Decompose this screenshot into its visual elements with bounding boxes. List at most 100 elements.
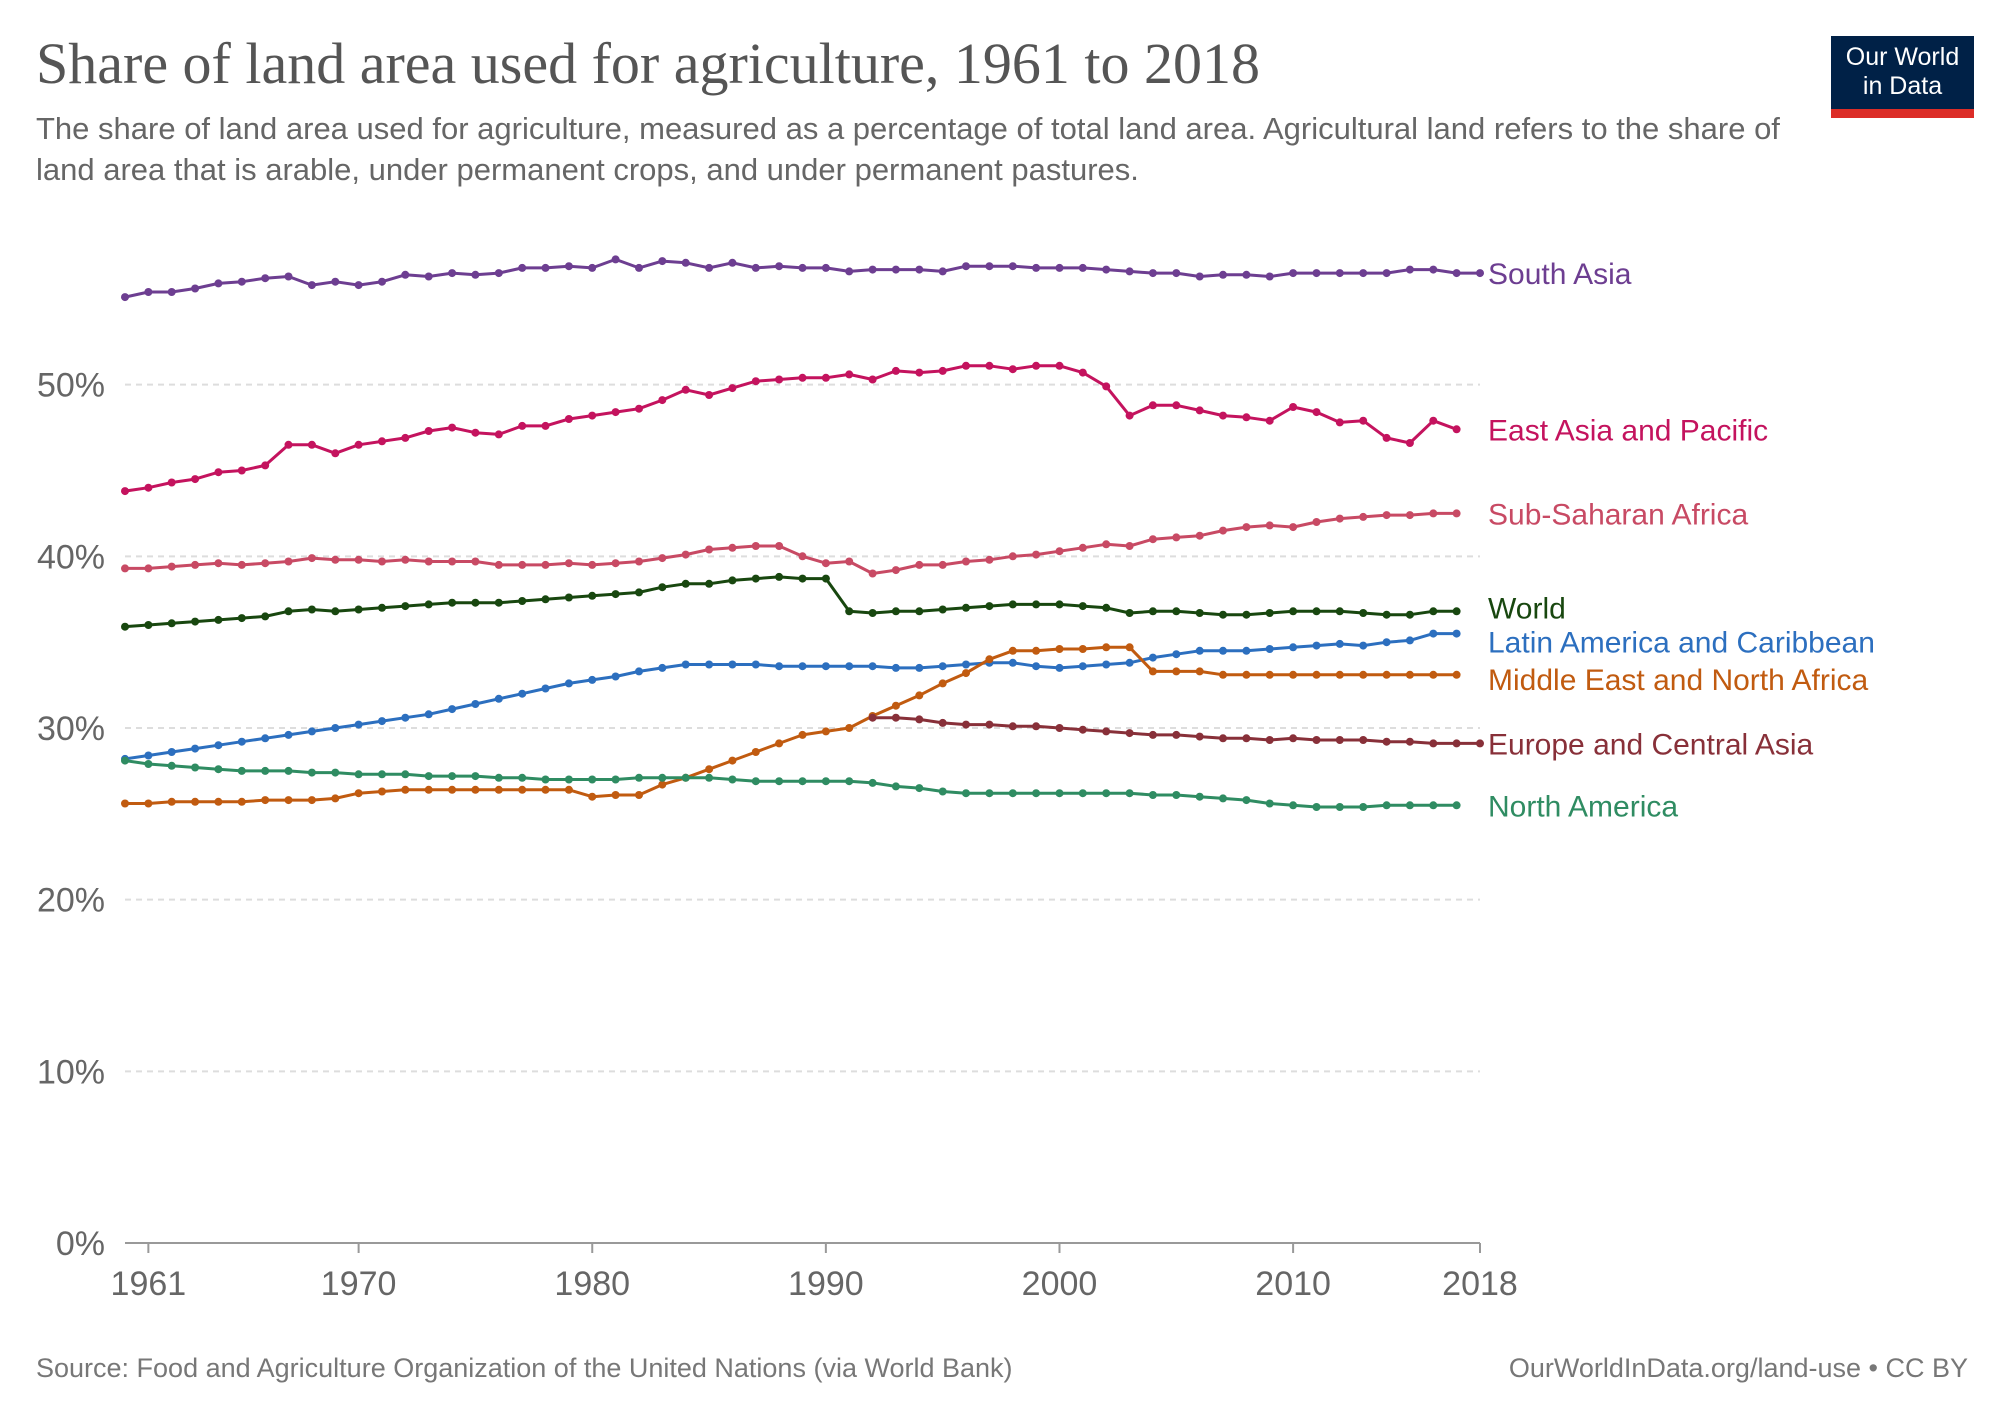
- data-point[interactable]: [962, 789, 970, 798]
- data-point[interactable]: [868, 778, 877, 787]
- series-sub-saharan-africa[interactable]: [121, 509, 1461, 578]
- data-point[interactable]: [1382, 638, 1391, 647]
- data-point[interactable]: [448, 772, 457, 781]
- data-point[interactable]: [1429, 509, 1438, 518]
- data-point[interactable]: [494, 430, 503, 439]
- data-point[interactable]: [1078, 725, 1087, 734]
- data-point[interactable]: [1148, 401, 1157, 410]
- data-point[interactable]: [284, 607, 293, 616]
- data-point[interactable]: [424, 785, 433, 794]
- data-point[interactable]: [1405, 670, 1414, 679]
- data-point[interactable]: [1125, 729, 1134, 738]
- data-point[interactable]: [1008, 658, 1017, 667]
- data-point[interactable]: [1078, 602, 1087, 611]
- data-point[interactable]: [658, 663, 667, 672]
- data-point[interactable]: [891, 701, 900, 710]
- data-point[interactable]: [1032, 646, 1041, 655]
- data-point[interactable]: [1219, 526, 1227, 535]
- data-point[interactable]: [868, 265, 877, 274]
- data-point[interactable]: [588, 411, 597, 420]
- data-point[interactable]: [1219, 670, 1227, 679]
- data-point[interactable]: [1359, 641, 1368, 650]
- data-point[interactable]: [1172, 667, 1181, 676]
- data-point[interactable]: [728, 660, 737, 669]
- data-point[interactable]: [868, 662, 877, 671]
- data-point[interactable]: [307, 281, 316, 290]
- owid-logo[interactable]: Our World in Data: [1831, 36, 1974, 118]
- data-point[interactable]: [1032, 263, 1041, 272]
- data-point[interactable]: [751, 748, 760, 756]
- data-point[interactable]: [775, 375, 784, 384]
- data-point[interactable]: [378, 437, 386, 446]
- data-point[interactable]: [1102, 382, 1111, 391]
- data-point[interactable]: [751, 542, 760, 550]
- data-point[interactable]: [471, 557, 480, 566]
- data-point[interactable]: [1382, 269, 1391, 278]
- data-point[interactable]: [401, 270, 410, 279]
- data-point[interactable]: [1476, 739, 1484, 748]
- data-point[interactable]: [1032, 662, 1041, 671]
- data-point[interactable]: [1148, 607, 1157, 616]
- data-point[interactable]: [307, 768, 316, 777]
- source-note[interactable]: Source: Food and Agriculture Organizatio…: [36, 1353, 1013, 1383]
- data-point[interactable]: [448, 705, 457, 714]
- data-point[interactable]: [541, 684, 550, 693]
- data-point[interactable]: [494, 269, 503, 278]
- data-point[interactable]: [635, 263, 643, 272]
- data-point[interactable]: [985, 262, 994, 271]
- data-point[interactable]: [845, 607, 854, 616]
- data-point[interactable]: [307, 796, 316, 805]
- data-point[interactable]: [261, 734, 270, 743]
- data-point[interactable]: [1405, 801, 1414, 810]
- data-point[interactable]: [658, 396, 667, 405]
- data-point[interactable]: [1148, 667, 1157, 676]
- data-point[interactable]: [635, 791, 643, 799]
- data-point[interactable]: [1055, 361, 1064, 370]
- data-point[interactable]: [1312, 408, 1321, 417]
- data-point[interactable]: [915, 715, 924, 724]
- data-point[interactable]: [1078, 789, 1087, 798]
- data-point[interactable]: [1242, 646, 1251, 655]
- data-point[interactable]: [915, 560, 924, 569]
- data-point[interactable]: [915, 663, 924, 672]
- data-point[interactable]: [1335, 670, 1344, 679]
- data-point[interactable]: [1219, 270, 1227, 279]
- data-point[interactable]: [845, 557, 854, 566]
- data-point[interactable]: [261, 612, 270, 621]
- data-point[interactable]: [354, 789, 363, 798]
- data-point[interactable]: [1359, 416, 1368, 425]
- data-point[interactable]: [401, 555, 410, 564]
- data-point[interactable]: [1452, 509, 1461, 518]
- data-point[interactable]: [121, 487, 129, 496]
- data-point[interactable]: [541, 421, 550, 430]
- data-point[interactable]: [191, 560, 200, 569]
- data-point[interactable]: [424, 427, 433, 435]
- data-point[interactable]: [775, 739, 784, 748]
- data-point[interactable]: [261, 559, 270, 568]
- data-point[interactable]: [518, 597, 527, 605]
- data-point[interactable]: [938, 718, 947, 727]
- data-point[interactable]: [261, 766, 270, 775]
- data-point[interactable]: [1102, 265, 1111, 274]
- data-point[interactable]: [1289, 734, 1298, 743]
- data-point[interactable]: [588, 792, 597, 801]
- data-point[interactable]: [985, 555, 994, 564]
- data-point[interactable]: [891, 265, 900, 274]
- data-point[interactable]: [728, 258, 737, 267]
- data-point[interactable]: [1032, 361, 1041, 370]
- data-point[interactable]: [1312, 641, 1321, 650]
- data-point[interactable]: [518, 785, 527, 794]
- data-point[interactable]: [1195, 272, 1204, 281]
- data-point[interactable]: [1125, 411, 1134, 420]
- data-point[interactable]: [611, 590, 620, 599]
- data-point[interactable]: [915, 784, 924, 793]
- data-point[interactable]: [191, 284, 200, 293]
- data-point[interactable]: [1008, 262, 1017, 271]
- series-world[interactable]: [121, 572, 1461, 631]
- data-point[interactable]: [891, 713, 900, 722]
- data-point[interactable]: [1289, 643, 1298, 652]
- data-point[interactable]: [1452, 739, 1461, 748]
- data-point[interactable]: [1312, 518, 1321, 526]
- data-point[interactable]: [1429, 739, 1438, 748]
- data-point[interactable]: [354, 555, 363, 564]
